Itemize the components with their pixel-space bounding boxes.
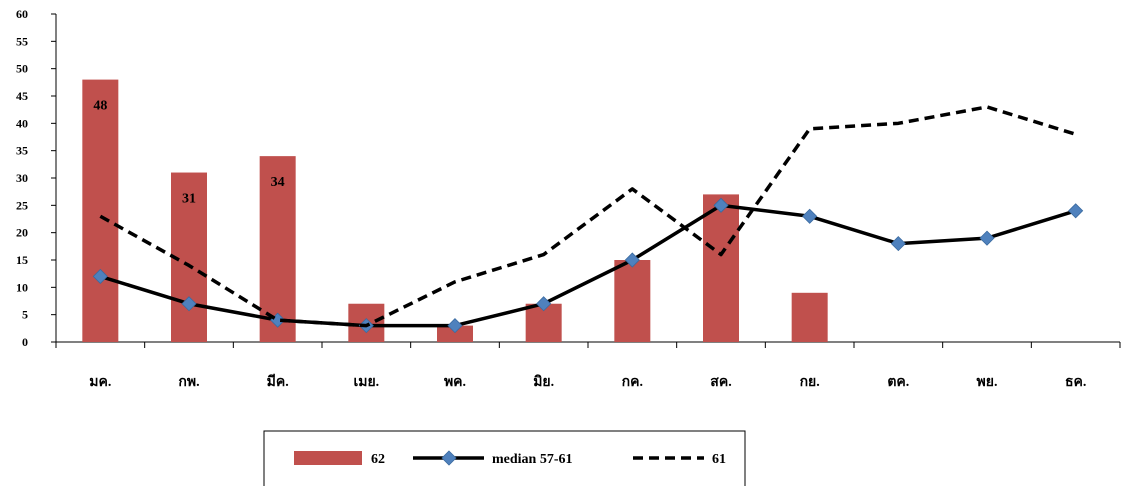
y-tick-label: 5	[22, 308, 28, 322]
y-tick-label: 25	[16, 198, 28, 212]
bar-data-label: 34	[271, 175, 285, 190]
median-point	[890, 236, 906, 252]
y-tick-label: 20	[16, 226, 28, 240]
median-point	[979, 230, 995, 246]
median-point	[802, 208, 818, 224]
x-tick-label: เมย.	[353, 375, 379, 390]
legend-label-61: 61	[712, 452, 726, 467]
x-tick-label: กค.	[622, 375, 643, 390]
x-tick-label: พค.	[444, 375, 466, 390]
bar	[791, 292, 828, 342]
y-tick-label: 60	[16, 7, 28, 21]
median-point	[181, 296, 197, 312]
x-tick-label: ธค.	[1065, 375, 1086, 390]
x-tick-label: มิย.	[533, 374, 554, 390]
legend-marker-median	[441, 450, 457, 466]
y-tick-label: 35	[16, 144, 28, 158]
bar	[259, 156, 296, 342]
median-point	[447, 318, 463, 334]
bar	[82, 79, 119, 342]
y-tick-label: 0	[22, 335, 28, 349]
axes: 0 5 10 15 20 25 30 35 40 45 50 55 60 มค. กพ. มีค. เมย. พค…	[16, 7, 1121, 390]
bar-data-label: 48	[93, 99, 107, 114]
data-labels: 48 31 34	[93, 99, 284, 207]
x-tick-label: มค.	[89, 375, 111, 390]
x-tick-label: กย.	[800, 375, 820, 390]
median-point	[92, 268, 108, 284]
legend-label-62: 62	[371, 452, 385, 467]
y-tick-label: 55	[16, 34, 28, 48]
x-tick-label: สค.	[710, 375, 731, 390]
y-tick-label: 45	[16, 89, 28, 103]
y-tick-label: 10	[16, 280, 28, 294]
median-point	[624, 252, 640, 268]
line-61-dashed	[99, 105, 1077, 328]
x-tick-label: พย.	[977, 375, 998, 390]
x-tick-label: มีค.	[267, 374, 289, 390]
line-median	[99, 203, 1077, 328]
legend-label-median: median 57-61	[492, 452, 573, 467]
bar	[614, 260, 651, 342]
y-tick-label: 50	[16, 62, 28, 76]
legend: 62 median 57-61 61	[263, 430, 746, 486]
bar	[703, 194, 739, 342]
median-point	[713, 197, 729, 213]
x-tick-label: ตค.	[887, 375, 909, 390]
y-tick-label: 15	[16, 253, 28, 267]
x-tick-label: กพ.	[178, 375, 199, 390]
y-tick-label: 30	[16, 171, 28, 185]
median-point	[536, 296, 552, 312]
legend-swatch-62	[294, 451, 362, 465]
bar-series	[82, 79, 828, 342]
bar	[437, 325, 473, 342]
bar-data-label: 31	[182, 192, 196, 207]
median-point	[1068, 203, 1084, 219]
y-tick-label: 40	[16, 116, 28, 130]
line-series	[92, 105, 1084, 334]
